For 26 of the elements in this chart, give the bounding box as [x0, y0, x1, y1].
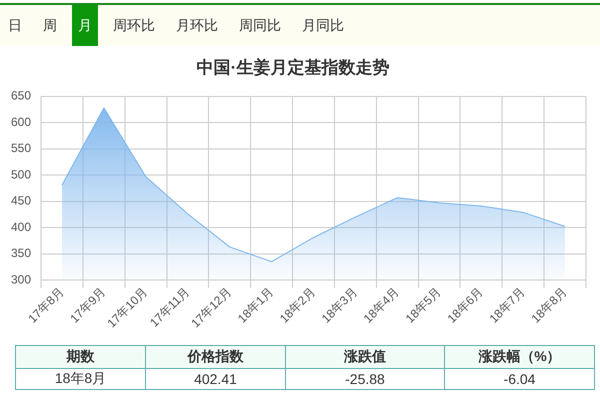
text: 日	[8, 16, 22, 34]
y-tick-label: 650	[10, 88, 32, 103]
x-tick-label: 18年5月	[402, 284, 444, 326]
x-tick-label: 18年8月	[528, 284, 570, 326]
y-tick-label: 550	[10, 141, 32, 156]
x-tick-label: 18年7月	[486, 284, 528, 326]
x-tick-label: 18年1月	[235, 284, 276, 326]
x-tick-label: 18年6月	[444, 284, 486, 326]
text: 周	[43, 16, 57, 34]
y-tick-label: 400	[10, 220, 32, 234]
y-tick-label: 600	[10, 114, 32, 129]
data-table: 期数 价格指数 涨跌值 涨跌幅（%） 18年8月 402.41 -25.88 -6.04	[15, 345, 595, 390]
y-tick-label: 350	[10, 246, 32, 260]
x-tick-label: 18年4月	[360, 284, 402, 326]
x-tick-label: 18年3月	[318, 284, 360, 326]
selected-tab: 月	[72, 5, 98, 46]
text: 周同比	[239, 16, 281, 34]
y-tick-label: 300	[10, 272, 32, 286]
chart-title: 中国·生姜月定基指数走势	[196, 56, 390, 77]
x-tick-label: 17年8月	[25, 284, 66, 326]
y-tick-label: 500	[10, 167, 32, 182]
x-tick-label: 18年2月	[276, 284, 318, 326]
text: 月同比	[302, 16, 344, 34]
y-tick-label: 450	[10, 194, 32, 208]
text: 月环比	[176, 16, 218, 34]
text: 周环比	[113, 16, 155, 34]
